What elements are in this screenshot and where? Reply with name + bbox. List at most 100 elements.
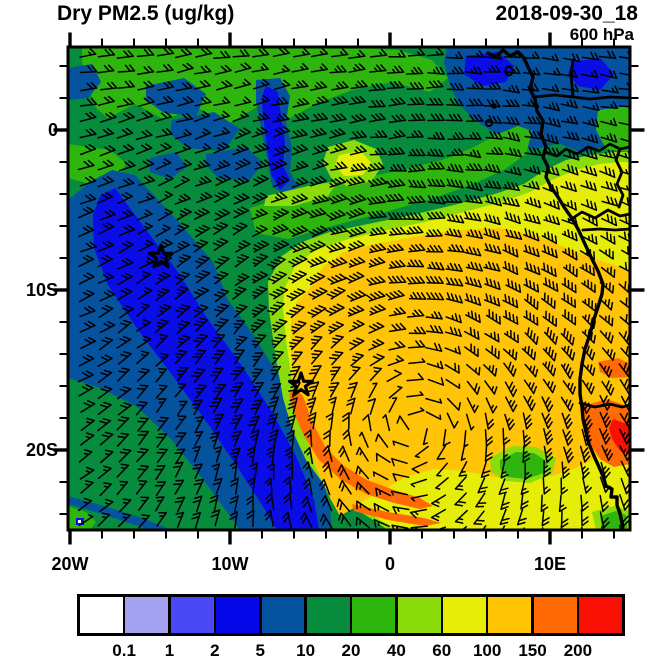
wind-barb <box>504 166 522 176</box>
wind-barb <box>174 448 186 464</box>
wind-barb <box>581 279 596 294</box>
wind-barb <box>582 213 598 227</box>
wind-barb <box>213 142 230 154</box>
wind-barb <box>355 481 370 495</box>
wind-barb <box>234 96 252 107</box>
wind-barb <box>252 224 268 238</box>
wind-barb <box>542 102 561 112</box>
wind-barb <box>175 159 193 171</box>
wind-barb <box>249 462 258 480</box>
wind-barb <box>99 145 116 157</box>
wind-barb <box>464 293 482 306</box>
wind-barb <box>209 494 219 512</box>
wind-barb <box>232 286 247 300</box>
wind-barb <box>502 84 521 94</box>
wind-barb <box>411 461 428 474</box>
wind-barb <box>289 336 304 351</box>
wind-barb <box>155 142 172 154</box>
country-border <box>531 93 630 101</box>
wind-barb <box>475 492 487 508</box>
wind-barb <box>251 126 269 138</box>
wind-barb <box>155 271 171 285</box>
wind-barb <box>79 193 97 205</box>
wind-barb <box>233 206 250 219</box>
colorbar-tick-label: 2 <box>210 641 220 660</box>
wind-barb <box>542 165 560 176</box>
wind-barb <box>484 277 501 291</box>
wind-barb <box>137 159 155 171</box>
wind-barb <box>137 286 153 300</box>
wind-barb <box>485 194 503 207</box>
wind-barb <box>447 213 465 224</box>
wind-barb <box>346 397 356 415</box>
wind-barb <box>463 327 480 340</box>
wind-barb <box>176 366 189 382</box>
wind-barb <box>406 130 424 139</box>
wind-barb <box>250 381 264 398</box>
wind-barb <box>367 398 377 415</box>
wind-barb <box>78 225 95 238</box>
wind-barb <box>502 293 519 309</box>
wind-barb <box>118 111 135 124</box>
wind-barb <box>98 222 115 235</box>
wind-barb <box>116 432 130 447</box>
wind-barb <box>136 143 153 155</box>
wind-barb <box>117 287 133 301</box>
wind-barb <box>157 81 175 91</box>
wind-barb <box>427 113 445 122</box>
wind-barb <box>119 305 134 319</box>
wind-barb <box>330 48 349 58</box>
contour-region-bgreen <box>596 106 630 152</box>
wind-barb <box>619 261 630 273</box>
wind-barb <box>117 80 136 89</box>
wind-barb <box>369 304 386 316</box>
wind-barb <box>367 210 387 220</box>
wind-barb <box>369 48 388 58</box>
wind-barb <box>116 97 135 108</box>
wind-barb <box>137 80 155 91</box>
wind-barb <box>522 180 540 190</box>
wind-barb <box>502 116 520 126</box>
wind-barb <box>483 261 501 272</box>
wind-barb <box>543 460 551 478</box>
wind-barb <box>484 412 495 430</box>
wind-barb <box>599 476 611 494</box>
wind-barb <box>523 116 542 125</box>
wind-barb <box>524 327 539 345</box>
wind-barb <box>504 381 518 398</box>
wind-barb <box>581 297 597 312</box>
wind-barb <box>447 244 465 253</box>
wind-barb <box>286 429 295 448</box>
wind-barb <box>408 148 426 157</box>
wind-barb <box>446 397 461 411</box>
wind-barb <box>368 112 387 123</box>
wind-barb <box>214 64 232 76</box>
wind-barb <box>192 495 203 513</box>
wind-barb <box>233 304 248 318</box>
wind-barb <box>251 192 268 205</box>
wind-barb <box>485 345 500 360</box>
wind-barb <box>483 98 501 108</box>
wind-barb <box>369 226 387 237</box>
wind-barb <box>117 272 133 286</box>
wind-barb <box>446 66 465 75</box>
wind-barb <box>619 378 630 395</box>
wind-barb <box>116 49 134 59</box>
wind-barb <box>560 180 577 193</box>
wind-barb <box>563 446 574 464</box>
wind-barb <box>541 231 558 245</box>
wind-barb <box>291 62 309 73</box>
wind-barb <box>581 379 595 395</box>
colorbar-tick-label: 100 <box>472 641 502 660</box>
wind-barb <box>234 254 250 268</box>
wind-barb <box>309 320 326 334</box>
wind-barb <box>348 49 366 60</box>
wind-barb <box>329 366 341 382</box>
wind-barb <box>117 319 132 334</box>
wind-barb <box>100 81 118 91</box>
wind-barb <box>388 129 406 140</box>
wind-barb <box>291 351 303 366</box>
wind-barb <box>213 318 229 333</box>
wind-barb <box>388 397 398 413</box>
colorbar-cell <box>80 597 123 633</box>
